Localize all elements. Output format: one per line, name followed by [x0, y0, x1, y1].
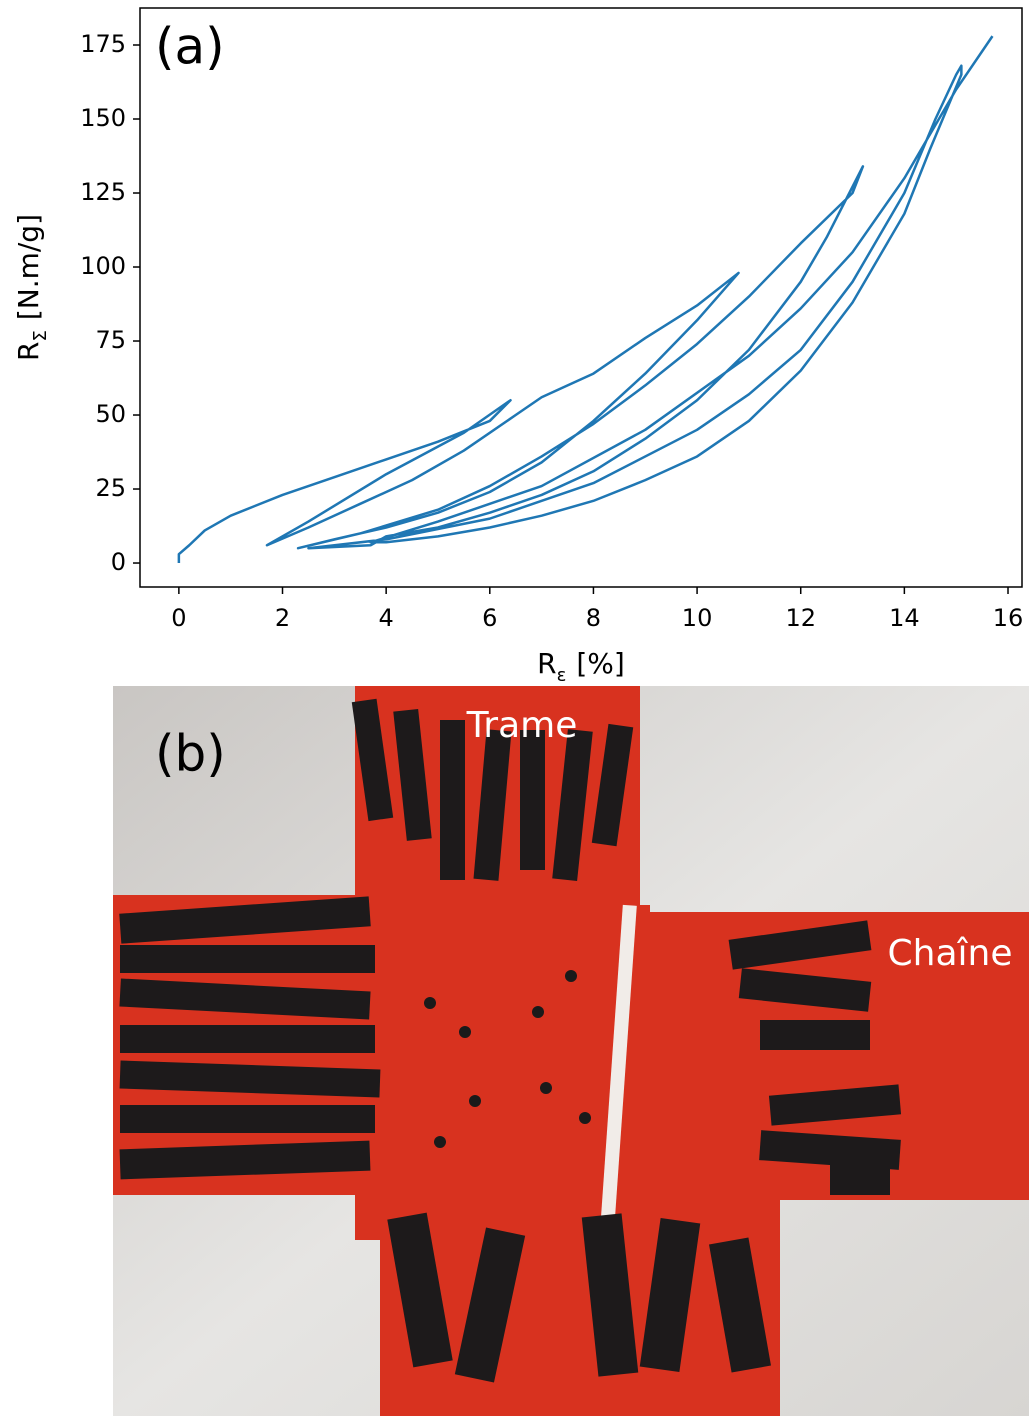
x-tick-label: 2	[275, 604, 290, 632]
x-tick-label: 12	[785, 604, 816, 632]
axis-label-unit: [%]	[576, 647, 624, 680]
y-tick-label: 100	[80, 252, 126, 280]
axis-label-unit: [N.m/g]	[12, 214, 45, 320]
fabric-tear	[600, 904, 637, 1226]
x-tick-label: 0	[171, 604, 186, 632]
panel-label: (a)	[155, 18, 225, 76]
photo-label: Chaîne	[888, 933, 1013, 974]
y-tick-label: 50	[95, 400, 126, 428]
y-tick-label: 150	[80, 104, 126, 132]
x-tick-label: 10	[682, 604, 713, 632]
axis-label-sub: ε	[557, 665, 567, 686]
x-tick-label: 6	[482, 604, 497, 632]
axis-label-base: R	[537, 647, 556, 680]
axis-label-base: R	[12, 342, 45, 361]
y-tick-label: 0	[111, 548, 126, 576]
data-line	[177, 35, 994, 564]
y-tick-label: 25	[95, 474, 126, 502]
y-tick-label: 75	[95, 326, 126, 354]
photo-label: Trame	[466, 705, 578, 746]
x-tick-label: 14	[889, 604, 920, 632]
axis-label: Rε [%]	[537, 647, 625, 686]
plot-frame	[139, 7, 1023, 588]
y-tick-label: 125	[80, 178, 126, 206]
panel-label: (b)	[155, 725, 226, 783]
x-tick-label: 8	[586, 604, 601, 632]
x-tick-label: 16	[993, 604, 1024, 632]
x-tick-label: 4	[379, 604, 394, 632]
black-strips	[119, 698, 902, 1383]
axis-label-sub: Σ	[30, 330, 51, 341]
marker-dots	[424, 970, 591, 1148]
axis-label: RΣ [N.m/g]	[12, 214, 51, 361]
photo: (b) Trame Chaîne	[113, 686, 1029, 1416]
y-tick-label: 175	[80, 30, 126, 58]
